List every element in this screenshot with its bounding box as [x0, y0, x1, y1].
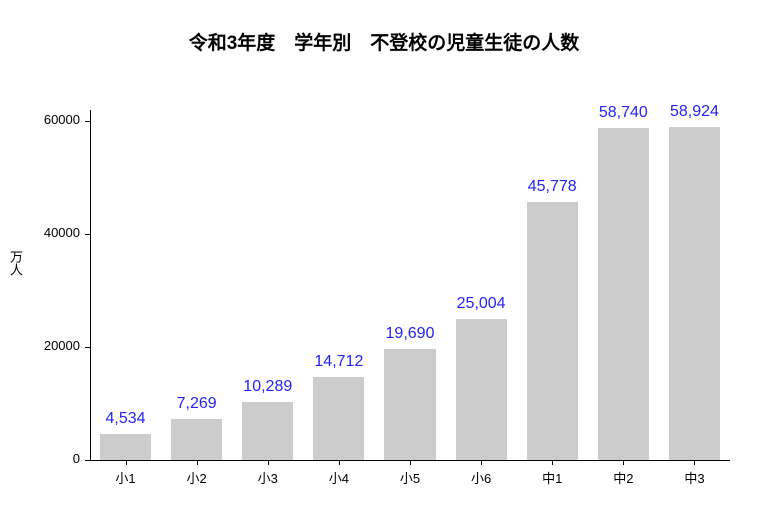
- x-tick: [552, 460, 553, 465]
- y-axis-label: 万人: [6, 250, 25, 276]
- bar: [313, 377, 364, 460]
- bar: [171, 419, 222, 460]
- bar: [384, 349, 435, 460]
- y-tick-label: 60000: [20, 112, 80, 127]
- bar-value-label: 25,004: [457, 295, 506, 313]
- bar-value-label: 10,289: [243, 378, 292, 396]
- bar-value-label: 19,690: [386, 325, 435, 343]
- bar-value-label: 4,534: [106, 410, 146, 428]
- x-tick: [481, 460, 482, 465]
- x-tick-label: 小3: [258, 468, 278, 487]
- y-tick: [85, 460, 90, 461]
- x-tick: [623, 460, 624, 465]
- x-tick-label: 中2: [613, 468, 633, 487]
- x-tick: [339, 460, 340, 465]
- x-tick: [694, 460, 695, 465]
- x-tick-label: 中1: [542, 468, 562, 487]
- bar-value-label: 45,778: [528, 178, 577, 196]
- plot-area: 02000040000600004,534小17,269小210,289小314…: [90, 110, 730, 460]
- x-tick-label: 小2: [187, 468, 207, 487]
- x-tick: [268, 460, 269, 465]
- y-tick: [85, 347, 90, 348]
- bar: [100, 434, 151, 460]
- y-axis-line: [90, 110, 91, 460]
- x-tick-label: 小5: [400, 468, 420, 487]
- y-tick-label: 20000: [20, 338, 80, 353]
- bar: [242, 402, 293, 460]
- chart-title: 令和3年度 学年別 不登校の児童生徒の人数: [0, 28, 768, 55]
- y-tick: [85, 121, 90, 122]
- bar-value-label: 58,740: [599, 104, 648, 122]
- bar: [456, 319, 507, 460]
- bar-value-label: 58,924: [670, 103, 719, 121]
- y-tick: [85, 234, 90, 235]
- x-tick: [410, 460, 411, 465]
- x-tick: [197, 460, 198, 465]
- x-tick-label: 小1: [115, 468, 135, 487]
- bar: [598, 128, 649, 460]
- bar-value-label: 7,269: [177, 395, 217, 413]
- x-tick-label: 中3: [684, 468, 704, 487]
- x-tick-label: 小4: [329, 468, 349, 487]
- x-tick-label: 小6: [471, 468, 491, 487]
- bar: [527, 202, 578, 460]
- y-tick-label: 40000: [20, 225, 80, 240]
- y-tick-label: 0: [20, 451, 80, 466]
- chart-container: 令和3年度 学年別 不登校の児童生徒の人数 万人 020000400006000…: [0, 0, 768, 526]
- bar: [669, 127, 720, 460]
- bar-value-label: 14,712: [314, 353, 363, 371]
- x-tick: [126, 460, 127, 465]
